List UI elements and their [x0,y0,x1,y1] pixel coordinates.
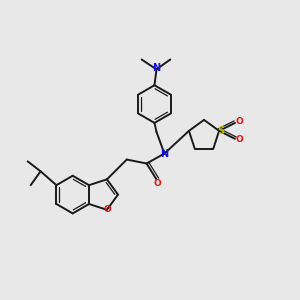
Text: O: O [103,205,111,214]
Text: O: O [235,117,243,126]
Text: O: O [154,179,161,188]
Text: N: N [160,148,169,159]
Text: S: S [218,126,225,136]
Text: O: O [235,135,243,144]
Text: N: N [152,63,160,74]
